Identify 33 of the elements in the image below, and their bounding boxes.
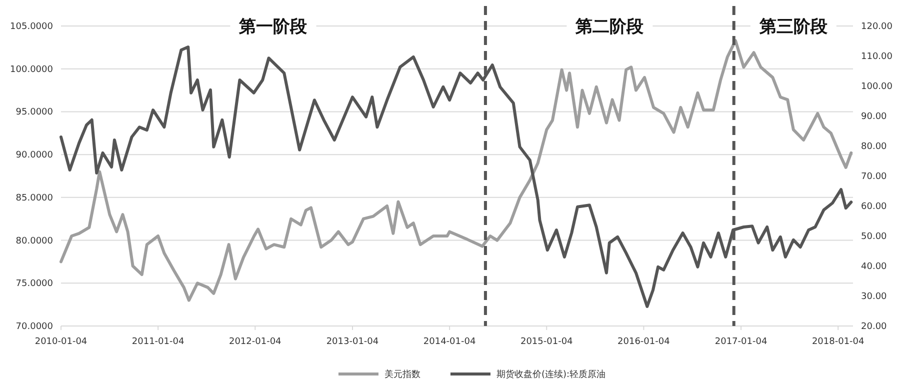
y2-tick-label: 60.00 bbox=[861, 202, 888, 212]
x-tick-label: 2016-01-04 bbox=[618, 337, 670, 347]
y-tick-label: 75.0000 bbox=[16, 279, 54, 290]
y2-tick-label: 80.00 bbox=[861, 142, 888, 152]
y-tick-label: 90.0000 bbox=[16, 150, 54, 161]
x-tick-label: 2011-01-04 bbox=[132, 337, 184, 347]
y-tick-label: 80.0000 bbox=[16, 236, 54, 246]
y2-tick-label: 110.00 bbox=[861, 52, 893, 62]
y-tick-label: 100.0000 bbox=[10, 64, 54, 75]
legend-label: 美元指数 bbox=[384, 369, 420, 380]
legend-label: 期货收盘价(连续):轻质原油 bbox=[496, 369, 606, 380]
x-tick-label: 2018-01-04 bbox=[812, 337, 865, 347]
y2-tick-label: 50.00 bbox=[861, 232, 888, 242]
annotation: 第一阶段 bbox=[238, 17, 308, 37]
y-tick-label: 95.0000 bbox=[16, 108, 54, 118]
x-tick-label: 2013-01-04 bbox=[326, 337, 379, 347]
annotation: 第三阶段 bbox=[758, 17, 828, 37]
x-tick-label: 2017-01-04 bbox=[714, 337, 768, 347]
x-tick-label: 2014-01-04 bbox=[423, 337, 476, 347]
y2-tick-label: 20.00 bbox=[861, 322, 888, 332]
y2-tick-label: 120.00 bbox=[861, 22, 893, 32]
x-tick-label: 2012-01-04 bbox=[228, 337, 282, 347]
x-tick-label: 2015-01-04 bbox=[520, 337, 574, 347]
y-tick-label: 70.0000 bbox=[16, 322, 54, 332]
y2-tick-label: 30.00 bbox=[861, 292, 888, 302]
annotation: 第二阶段 bbox=[574, 17, 645, 37]
x-tick-label: 2010-01-04 bbox=[34, 337, 88, 347]
y2-tick-label: 90.00 bbox=[861, 112, 888, 122]
y2-tick-label: 100.00 bbox=[861, 82, 893, 92]
y-tick-label: 85.0000 bbox=[16, 193, 54, 204]
y-tick-label: 105.0000 bbox=[10, 22, 54, 32]
y2-tick-label: 40.00 bbox=[861, 262, 888, 272]
y2-tick-label: 70.00 bbox=[861, 172, 888, 182]
